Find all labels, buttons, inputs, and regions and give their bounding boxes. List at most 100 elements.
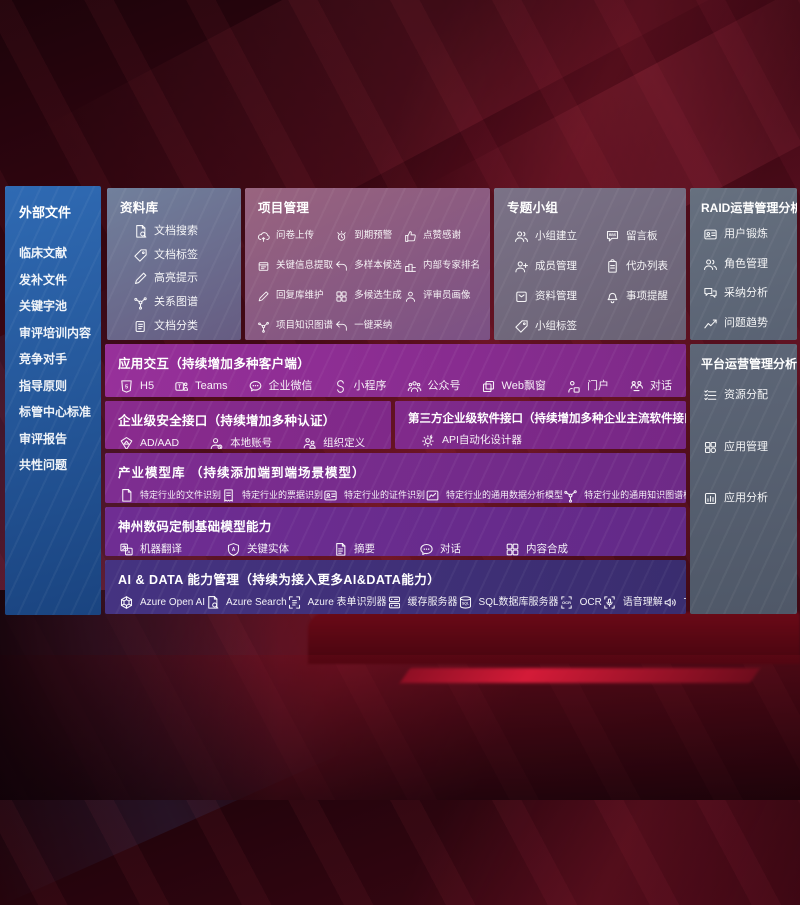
- topic-item[interactable]: 代办列表: [605, 251, 668, 281]
- topic-item[interactable]: 事项提醒: [605, 281, 668, 311]
- sidebar-item[interactable]: 临床文献: [19, 247, 101, 259]
- raid-item[interactable]: 用户锻炼: [703, 227, 797, 242]
- platform-item[interactable]: 应用管理: [703, 440, 797, 455]
- item-label: 语音理解: [622, 596, 663, 608]
- sidebar-item[interactable]: 竞争对手: [19, 353, 101, 365]
- item-label: 共性问题: [19, 458, 68, 472]
- model-item[interactable]: 特定行业的通用知识图谱模型: [563, 488, 686, 503]
- item-label: Web飘窗: [501, 380, 546, 392]
- service-item[interactable]: OCR OCR: [559, 595, 602, 610]
- item-label: 问卷上传: [276, 230, 315, 242]
- list-check-icon: [703, 388, 718, 403]
- client-item[interactable]: 企业微信: [248, 379, 313, 394]
- item-label: 审评报告: [19, 431, 68, 446]
- project-item[interactable]: 点赞感谢: [404, 221, 480, 251]
- capability-item[interactable]: A 机器翻译: [119, 542, 182, 556]
- item-label: 多样本候选: [354, 260, 402, 272]
- service-item[interactable]: 语音理解: [602, 595, 663, 610]
- external-files-panel: 外部文件 临床文献 发补文件 关键字池 审评培训内容 竞争对手 指导原则 标管中心标准 审评报…: [5, 186, 101, 615]
- app-grid-icon: [703, 440, 718, 455]
- project-items: 问卷上传关键信息提取 回复库维护 项目知识图谱 到期预警多样本候选多候选生成一键采纳 点…: [245, 216, 490, 340]
- svg-text:SQL: SQL: [462, 601, 469, 605]
- item-label: 竞争对手: [19, 352, 68, 366]
- auth-item[interactable]: 组织定义: [302, 436, 365, 449]
- service-item[interactable]: SQL SQL数据库服务器: [458, 595, 559, 610]
- capability-item[interactable]: 内容合成: [505, 542, 568, 556]
- reply-icon: [335, 320, 348, 333]
- graph-icon: [133, 295, 148, 310]
- project-item[interactable]: 多候选生成: [335, 281, 402, 311]
- item-label: 关键字池: [19, 299, 68, 313]
- doc-search-icon: [205, 595, 220, 610]
- library-item[interactable]: 高亮提示: [133, 271, 241, 286]
- client-item[interactable]: 5 H5: [119, 379, 154, 394]
- industry-model-items: 特定行业的文件识别 特定行业的票据识别 特定行业的证件识别 特定行业的通用数据分析模型…: [105, 481, 686, 503]
- topic-item[interactable]: 资料管理: [514, 281, 577, 311]
- api-item[interactable]: API自动化设计器: [421, 433, 522, 448]
- capability-item[interactable]: A 关键实体: [226, 542, 289, 556]
- item-label: 资料管理: [535, 289, 577, 302]
- project-item[interactable]: 关键信息提取: [257, 251, 333, 281]
- item-label: 一键采纳: [354, 320, 393, 332]
- topic-item[interactable]: 成员管理: [514, 251, 577, 281]
- project-item[interactable]: 到期预警: [335, 221, 402, 251]
- client-item[interactable]: 对话: [629, 379, 672, 394]
- item-label: 审评培训内容: [19, 325, 92, 340]
- miniapp-icon: [333, 379, 348, 394]
- item-label: 文档搜索: [154, 225, 198, 238]
- project-item[interactable]: 多样本候选: [335, 251, 402, 281]
- sidebar-item[interactable]: 审评培训内容: [19, 327, 101, 339]
- project-item[interactable]: 问卷上传: [257, 221, 333, 251]
- client-item[interactable]: 公众号: [407, 379, 461, 394]
- raid-item[interactable]: 采纳分析: [703, 286, 797, 301]
- library-item[interactable]: 文档搜索: [133, 224, 241, 239]
- service-item[interactable]: Azure 表单识别器: [287, 595, 387, 610]
- raid-item[interactable]: 问题趋势: [703, 316, 797, 331]
- project-item[interactable]: 内部专家排名: [404, 251, 480, 281]
- cloud-up-icon: [257, 230, 270, 243]
- service-item[interactable]: TTS: [663, 595, 686, 610]
- service-item[interactable]: Azure Open AI: [119, 595, 205, 610]
- auth-item[interactable]: AD/AAD: [119, 436, 179, 449]
- service-item[interactable]: 缓存服务器: [387, 595, 458, 610]
- sidebar-item[interactable]: 发补文件: [19, 274, 101, 286]
- item-label: 标管中心标准: [19, 405, 92, 419]
- service-item[interactable]: Azure Search: [205, 595, 287, 610]
- capability-item[interactable]: 对话: [419, 542, 461, 556]
- client-item[interactable]: 小程序: [333, 379, 387, 394]
- platform-item[interactable]: 应用分析: [703, 491, 797, 506]
- project-item[interactable]: 回复库维护: [257, 281, 333, 311]
- library-item[interactable]: 文档标签: [133, 248, 241, 263]
- sidebar-item[interactable]: 指导原则: [19, 380, 101, 392]
- model-item[interactable]: 特定行业的票据识别: [221, 488, 323, 503]
- pen-icon: [257, 290, 270, 303]
- platform-item[interactable]: 资源分配: [703, 388, 797, 403]
- client-item[interactable]: 门户: [566, 379, 609, 394]
- library-item[interactable]: 文档分类: [133, 319, 241, 334]
- doc-icon: [119, 488, 134, 503]
- capability-item[interactable]: 摘要: [333, 542, 375, 556]
- item-label: 角色管理: [724, 257, 768, 270]
- portal-icon: [566, 379, 581, 394]
- library-item[interactable]: 关系图谱: [133, 295, 241, 310]
- topic-item[interactable]: BBS 留言板: [605, 221, 668, 251]
- client-item[interactable]: Web飘窗: [481, 379, 546, 394]
- model-item[interactable]: 特定行业的文件识别: [119, 488, 221, 503]
- row-title: AI & DATA 能力管理（持续为接入更多AI&DATA能力）: [118, 573, 441, 587]
- raid-item[interactable]: 角色管理: [703, 257, 797, 272]
- sidebar-item[interactable]: 标管中心标准: [19, 406, 101, 418]
- project-item[interactable]: 一键采纳: [335, 311, 402, 340]
- sidebar-item[interactable]: 关键字池: [19, 300, 101, 312]
- client-item[interactable]: T Teams: [174, 379, 227, 394]
- topic-item[interactable]: 小组标签: [514, 311, 577, 340]
- model-item[interactable]: 特定行业的证件识别: [323, 488, 425, 503]
- svg-text:A: A: [127, 549, 131, 554]
- tag-icon: [133, 248, 148, 263]
- sidebar-item[interactable]: 共性问题: [19, 459, 101, 471]
- sidebar-item[interactable]: 审评报告: [19, 433, 101, 445]
- auth-item[interactable]: 本地账号: [209, 436, 272, 449]
- topic-item[interactable]: 小组建立: [514, 221, 577, 251]
- project-item[interactable]: 项目知识图谱: [257, 311, 333, 340]
- model-item[interactable]: 特定行业的通用数据分析模型: [425, 488, 563, 503]
- project-item[interactable]: 评审员画像: [404, 281, 480, 311]
